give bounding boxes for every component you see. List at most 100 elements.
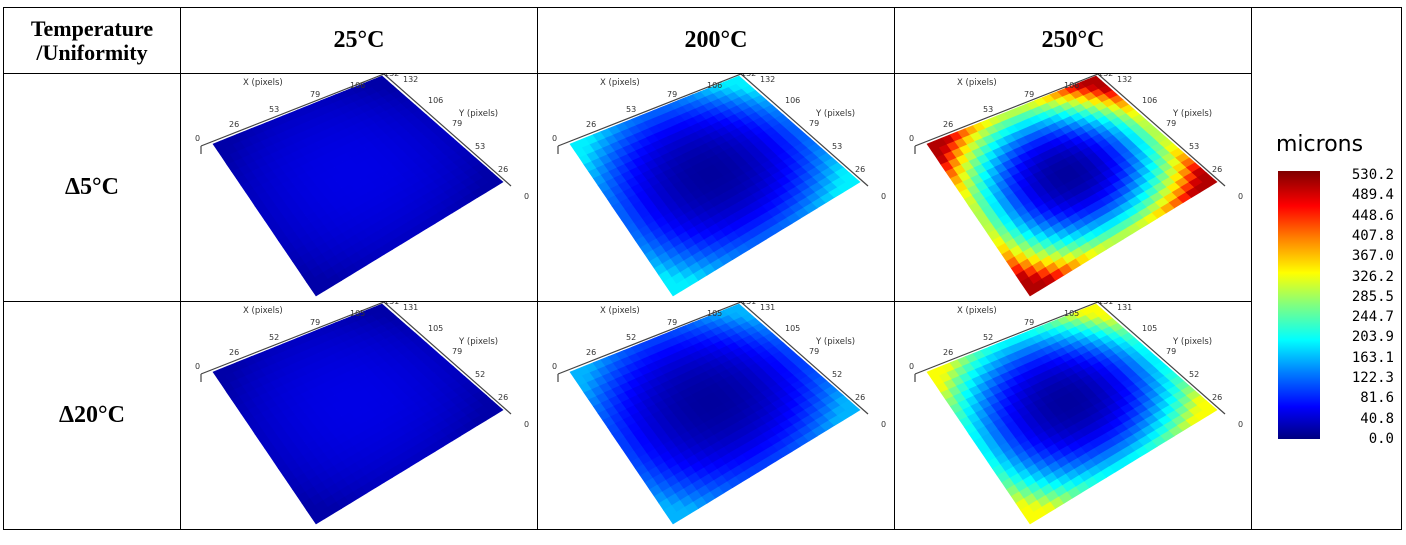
surface-cell <box>488 404 504 416</box>
x-tick-label: 79 <box>310 90 320 99</box>
legend-tick: 448.6 <box>1351 207 1394 224</box>
y-tick-label: 52 <box>832 370 842 379</box>
y-tick-label: 26 <box>498 165 508 174</box>
y-tick-label: 131 <box>403 303 418 312</box>
y-axis-title: Y (pixels) <box>815 109 855 119</box>
x-tick-label: 0 <box>909 362 914 371</box>
results-table: Temperature /Uniformity 25°C 200°C 250°C… <box>3 7 1402 530</box>
legend-tick: 81.6 <box>1360 390 1394 407</box>
legend-tick: 122.3 <box>1351 370 1394 386</box>
legend-tick: 285.5 <box>1351 288 1394 305</box>
surface-plot: 0 26 53 79 106 132 132 106 79 53 26 0 X (pixels) Y (p… <box>895 74 1251 301</box>
y-tick-label: 105 <box>785 324 800 333</box>
x-tick-label: 105 <box>707 309 722 318</box>
x-axis-title: X (pixels) <box>600 78 640 88</box>
x-tick-label: 53 <box>983 105 993 114</box>
y-axis-line <box>740 302 869 415</box>
x-tick-label: 106 <box>350 81 365 90</box>
y-tick-label: 0 <box>1238 192 1243 201</box>
column-header-25c: 25°C <box>180 7 538 74</box>
surface-plot-svg: 0 26 52 79 105 131 131 105 79 52 26 0 X (pixels) Y (p… <box>552 302 886 525</box>
corner-label-line1: Temperature <box>30 15 154 41</box>
legend-tick: 530.2 <box>1351 167 1394 183</box>
x-tick-label: 0 <box>195 134 200 143</box>
y-tick-label: 132 <box>760 75 775 84</box>
x-tick-label: 79 <box>1024 90 1034 99</box>
x-tick-label: 53 <box>269 105 279 114</box>
y-axis-title: Y (pixels) <box>458 337 498 347</box>
y-axis-line <box>740 74 869 187</box>
y-tick-label: 53 <box>1189 142 1199 151</box>
color-legend: microns 530.2 489.4 448.6 407.8 367.0 326.2 28… <box>1270 132 1406 446</box>
x-axis-line <box>200 302 385 375</box>
surface-cell <box>845 404 861 416</box>
legend-tick: 163.1 <box>1351 349 1394 366</box>
y-axis-line <box>383 302 512 415</box>
x-tick-label: 132 <box>1098 74 1113 78</box>
x-tick-label: 132 <box>384 74 399 78</box>
surface-plot-svg: 0 26 53 79 106 132 132 106 79 53 26 0 X (pixels) Y (p… <box>909 74 1243 297</box>
y-tick-label: 79 <box>452 119 462 128</box>
x-axis-title: X (pixels) <box>243 78 283 88</box>
x-tick-label: 79 <box>667 90 677 99</box>
legend-tick: 0.0 <box>1368 430 1394 447</box>
x-tick-label: 26 <box>943 348 953 357</box>
x-tick-label: 79 <box>1024 318 1034 327</box>
y-tick-label: 132 <box>1117 75 1132 84</box>
surface-plot-svg: 0 26 52 79 105 131 131 105 79 52 26 0 X (pixels) Y (p… <box>195 302 529 525</box>
x-tick-label: 52 <box>983 333 993 342</box>
x-axis-title: X (pixels) <box>243 306 283 316</box>
y-tick-label: 26 <box>498 393 508 402</box>
legend-tick: 489.4 <box>1351 187 1394 204</box>
surface-plot-svg: 0 26 52 79 105 131 131 105 79 52 26 0 X (pixels) Y (p… <box>909 302 1243 525</box>
y-tick-label: 131 <box>760 303 775 312</box>
x-axis-line <box>914 302 1099 375</box>
x-axis-title: X (pixels) <box>957 78 997 88</box>
x-tick-label: 53 <box>626 105 636 114</box>
y-tick-label: 79 <box>452 347 462 356</box>
surface-plot: 0 26 52 79 105 131 131 105 79 52 26 0 X (pixels) Y (p… <box>538 302 894 529</box>
y-axis-line <box>383 74 512 187</box>
y-tick-label: 131 <box>1117 303 1132 312</box>
y-tick-label: 52 <box>1189 370 1199 379</box>
x-axis-line <box>557 302 742 375</box>
y-tick-label: 106 <box>1142 96 1157 105</box>
x-tick-label: 131 <box>741 302 756 306</box>
x-tick-label: 132 <box>741 74 756 78</box>
x-tick-label: 131 <box>1098 302 1113 306</box>
legend-tick: 326.2 <box>1351 268 1394 285</box>
legend-cell <box>1251 7 1402 530</box>
x-tick-label: 26 <box>943 120 953 129</box>
x-tick-label: 52 <box>626 333 636 342</box>
x-axis-title: X (pixels) <box>600 306 640 316</box>
legend-tick: 367.0 <box>1351 248 1394 265</box>
surface-plot-svg: 0 26 53 79 106 132 132 106 79 53 26 0 X (pixels) Y (p… <box>552 74 886 297</box>
y-tick-label: 105 <box>1142 324 1157 333</box>
x-tick-label: 106 <box>707 81 722 90</box>
x-axis-line <box>200 74 385 147</box>
x-tick-label: 105 <box>350 309 365 318</box>
surface-plot: 0 26 53 79 106 132 132 106 79 53 26 0 X (pixels) Y (p… <box>538 74 894 301</box>
x-tick-label: 26 <box>229 348 239 357</box>
legend-tick: 244.7 <box>1351 309 1394 326</box>
surface-plot: 0 26 53 79 106 132 132 106 79 53 26 0 X (pixels) Y (p… <box>181 74 537 301</box>
x-tick-label: 106 <box>1064 81 1079 90</box>
x-axis-line <box>557 74 742 147</box>
x-tick-label: 79 <box>310 318 320 327</box>
y-axis-title: Y (pixels) <box>815 337 855 347</box>
y-tick-label: 53 <box>832 142 842 151</box>
x-tick-label: 0 <box>552 362 557 371</box>
surface-plot-svg: 0 26 53 79 106 132 132 106 79 53 26 0 X (pixels) Y (p… <box>195 74 529 297</box>
y-axis-line <box>1097 74 1226 187</box>
y-tick-label: 105 <box>428 324 443 333</box>
column-header-250c: 250°C <box>894 7 1252 74</box>
y-tick-label: 106 <box>428 96 443 105</box>
column-header-200c: 200°C <box>537 7 895 74</box>
row-label-d5: Δ5°C <box>3 73 181 302</box>
x-tick-label: 131 <box>384 302 399 306</box>
surface-cell <box>1202 404 1218 416</box>
y-axis-title: Y (pixels) <box>1172 109 1212 119</box>
surface-cell <box>845 176 861 188</box>
y-axis-title: Y (pixels) <box>458 109 498 119</box>
x-tick-label: 26 <box>586 348 596 357</box>
